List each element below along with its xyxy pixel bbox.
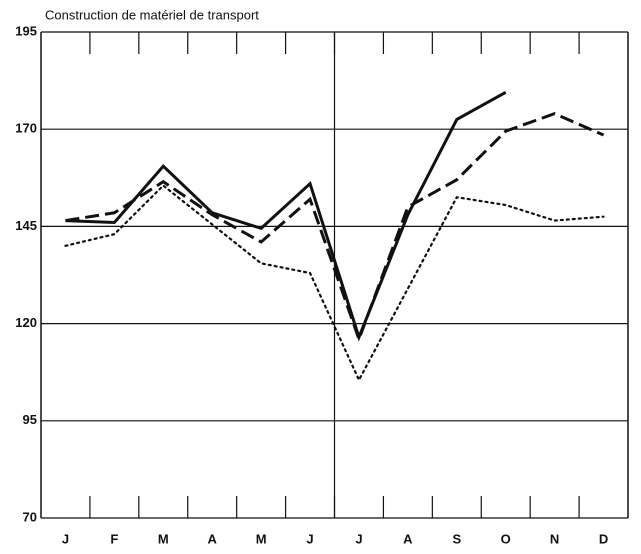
- y-tick-label: 70: [23, 509, 37, 524]
- y-tick-label: 95: [23, 412, 37, 427]
- x-tick-label: D: [599, 531, 608, 546]
- y-tick-label: 170: [15, 121, 37, 136]
- x-tick-label: A: [403, 531, 413, 546]
- chart-title: Construction de matériel de transport: [45, 7, 259, 22]
- x-tick-label: S: [452, 531, 461, 546]
- x-tick-label: J: [355, 531, 362, 546]
- y-tick-label: 120: [15, 315, 37, 330]
- x-tick-label: J: [62, 531, 69, 546]
- x-tick-label: F: [110, 531, 118, 546]
- x-tick-label: N: [550, 531, 559, 546]
- x-tick-label: J: [306, 531, 313, 546]
- y-tick-label: 145: [15, 218, 37, 233]
- x-tick-label: A: [208, 531, 218, 546]
- x-tick-label: M: [256, 531, 267, 546]
- series-line: [65, 90, 507, 342]
- series-line: [64, 184, 605, 383]
- y-tick-label: 195: [15, 23, 37, 38]
- series-line: [65, 112, 605, 344]
- x-tick-label: M: [158, 531, 169, 546]
- x-tick-label: O: [501, 531, 511, 546]
